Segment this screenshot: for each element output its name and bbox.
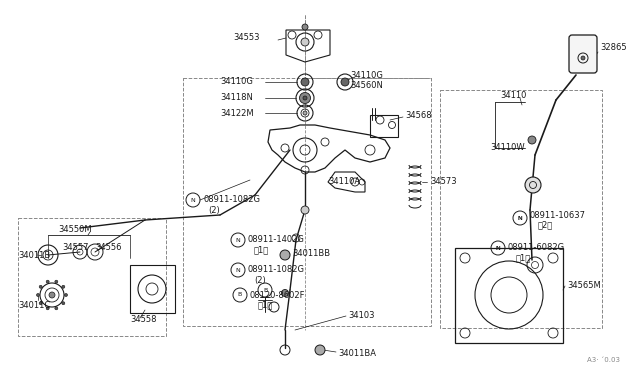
Circle shape: [315, 345, 325, 355]
Text: 34556: 34556: [95, 244, 122, 253]
Text: （1）: （1）: [254, 246, 269, 254]
Text: 32865: 32865: [600, 44, 627, 52]
Bar: [130, 265, 175, 313]
Text: 34553: 34553: [233, 33, 259, 42]
Text: 08911-1082G: 08911-1082G: [248, 266, 305, 275]
Text: 34118N: 34118N: [220, 93, 253, 103]
Circle shape: [341, 78, 349, 86]
Text: 34011BA: 34011BA: [338, 350, 376, 359]
Text: 34560N: 34560N: [350, 81, 383, 90]
Text: 34011B: 34011B: [18, 250, 51, 260]
Text: 34110A: 34110A: [328, 177, 360, 186]
Text: 08911-6082G: 08911-6082G: [508, 244, 565, 253]
Circle shape: [280, 250, 290, 260]
Circle shape: [300, 93, 310, 103]
Text: N: N: [495, 246, 500, 250]
Circle shape: [62, 285, 65, 288]
Text: (2): (2): [254, 276, 266, 285]
Text: 34110: 34110: [500, 90, 526, 99]
Bar: [455, 248, 563, 343]
FancyBboxPatch shape: [569, 35, 597, 73]
Text: N: N: [495, 246, 500, 250]
Circle shape: [302, 24, 308, 30]
Text: （1）: （1）: [258, 301, 273, 310]
Text: N: N: [236, 237, 241, 243]
Text: N: N: [518, 215, 522, 221]
Bar: [370, 115, 398, 137]
Text: （1）: （1）: [516, 253, 531, 263]
Circle shape: [49, 292, 55, 298]
Circle shape: [581, 56, 585, 60]
Text: 34557: 34557: [62, 244, 88, 253]
Text: N: N: [236, 267, 241, 273]
Bar: [440, 90, 602, 328]
Text: 34558: 34558: [130, 315, 157, 324]
Circle shape: [301, 206, 309, 214]
Circle shape: [46, 307, 49, 310]
Text: N: N: [191, 198, 195, 202]
Text: A3· ´0.03: A3· ´0.03: [587, 357, 620, 363]
Text: 34103: 34103: [348, 311, 374, 321]
Text: 34573: 34573: [430, 177, 456, 186]
Text: (2): (2): [208, 205, 220, 215]
Text: B: B: [263, 288, 267, 292]
Text: 34011C: 34011C: [18, 301, 51, 310]
Text: 08911-1082G: 08911-1082G: [203, 196, 260, 205]
Text: 08911-10637: 08911-10637: [530, 211, 586, 219]
Circle shape: [303, 96, 307, 100]
Text: 34550M: 34550M: [58, 225, 92, 234]
Circle shape: [36, 294, 40, 296]
Circle shape: [301, 38, 309, 46]
Text: 08911-1402G: 08911-1402G: [248, 235, 305, 244]
Text: 08120-8602F: 08120-8602F: [250, 291, 305, 299]
Text: （2）: （2）: [538, 221, 553, 230]
Circle shape: [55, 280, 58, 283]
Circle shape: [282, 289, 289, 296]
Text: 34110G: 34110G: [220, 77, 253, 87]
Circle shape: [39, 302, 42, 305]
Circle shape: [525, 177, 541, 193]
Circle shape: [301, 78, 309, 86]
Text: N: N: [518, 215, 522, 221]
Text: 34568: 34568: [405, 110, 431, 119]
Circle shape: [65, 294, 67, 296]
Text: 34110G: 34110G: [350, 71, 383, 80]
Text: 34011BB: 34011BB: [292, 250, 330, 259]
Bar: [18, 218, 166, 336]
Text: 34110W: 34110W: [490, 144, 525, 153]
Circle shape: [528, 136, 536, 144]
Text: B: B: [238, 292, 242, 298]
Circle shape: [55, 307, 58, 310]
Circle shape: [62, 302, 65, 305]
Circle shape: [303, 111, 307, 115]
Circle shape: [46, 280, 49, 283]
Text: 34122M: 34122M: [220, 109, 253, 118]
Circle shape: [39, 285, 42, 288]
Text: 34565M: 34565M: [567, 280, 601, 289]
Bar: [183, 78, 431, 326]
